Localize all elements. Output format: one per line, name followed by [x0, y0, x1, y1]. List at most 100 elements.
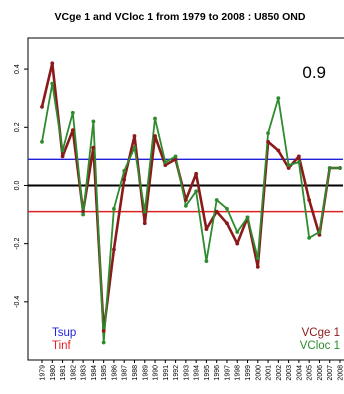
- y-tick-label: 0.0: [14, 180, 21, 190]
- data-point-vcloc-1995: [204, 259, 209, 263]
- data-point-vcloc-1999: [245, 215, 250, 220]
- data-point-vcge-1998: [235, 241, 240, 246]
- data-point-vcge-1996: [214, 209, 219, 214]
- data-point-vcloc-2007: [327, 166, 332, 170]
- x-tick-label-2002: 2002: [276, 365, 283, 381]
- x-tick-label-1988: 1988: [132, 365, 139, 381]
- x-tick-label-1994: 1994: [194, 365, 201, 381]
- data-point-vcloc-1984: [91, 119, 96, 124]
- x-tick-label-1990: 1990: [153, 365, 160, 381]
- x-tick-label-2005: 2005: [307, 365, 314, 381]
- data-point-vcge-1982: [70, 128, 75, 133]
- data-point-vcloc-1982: [70, 110, 75, 115]
- x-tick-label-1985: 1985: [101, 365, 108, 381]
- legend-item-tinf: Tinf: [52, 340, 72, 352]
- legend-item-vcloc-1: VCloc 1: [300, 340, 340, 352]
- data-point-vcge-2000: [255, 265, 260, 269]
- x-tick-label-1981: 1981: [60, 365, 67, 381]
- data-point-vcloc-1990: [153, 116, 157, 121]
- x-tick-label-1991: 1991: [163, 365, 170, 381]
- x-tick-label-2003: 2003: [286, 365, 293, 381]
- data-point-vcloc-1994: [194, 189, 199, 194]
- data-point-vcloc-1979: [40, 139, 44, 144]
- x-tick-label-1982: 1982: [70, 365, 77, 381]
- x-tick-label-1999: 1999: [245, 365, 252, 381]
- data-point-vcloc-1993: [183, 203, 188, 208]
- y-axis: -0.4 -0.2 0.0 0.2 0.4: [14, 64, 28, 308]
- plot-frame: [27, 37, 344, 361]
- x-tick-label-1996: 1996: [214, 365, 221, 381]
- data-point-vcge-1989: [142, 221, 147, 226]
- data-point-vcge-1984: [91, 145, 96, 150]
- data-point-vcge-1994: [194, 171, 199, 176]
- series-line-vcloc: [41, 82, 340, 344]
- x-axis: 1979 1980 1981 1982 1983 1984 1985 1986 1987 1988…: [40, 360, 344, 381]
- data-point-vcge-1979: [40, 105, 44, 109]
- x-tick-label-1998: 1998: [235, 365, 242, 381]
- data-point-vcloc-2006: [317, 230, 322, 234]
- data-point-vcloc-2000: [255, 256, 260, 261]
- data-point-vcloc-1988: [132, 145, 137, 150]
- data-point-vcge-2004: [296, 154, 301, 159]
- data-point-vcloc-1987: [122, 169, 127, 173]
- data-point-vcloc-1980: [50, 81, 55, 86]
- series-line-vcge: [40, 61, 340, 333]
- x-tick-label-1980: 1980: [50, 365, 57, 381]
- data-point-vcge-1980: [50, 61, 55, 66]
- data-point-vcloc-2004: [296, 160, 301, 165]
- data-point-vcloc-2002: [276, 96, 281, 101]
- data-point-vcloc-1986: [112, 206, 116, 211]
- data-point-vcge-1983: [81, 209, 86, 214]
- x-tick-label-2006: 2006: [317, 365, 324, 381]
- data-point-vcge-1990: [153, 134, 157, 138]
- data-point-vcloc-1983: [81, 212, 86, 217]
- data-point-vcloc-1981: [60, 148, 65, 153]
- data-point-vcge-1993: [183, 198, 188, 202]
- data-point-vcloc-1996: [214, 198, 219, 202]
- x-tick-label-1993: 1993: [183, 365, 190, 381]
- chart-title: VCge 1 and VCloc 1 from 1979 to 2008 : U…: [55, 11, 306, 23]
- data-point-vcloc-1998: [235, 230, 240, 234]
- x-tick-label-2004: 2004: [296, 365, 303, 381]
- data-point-vcge-2006: [317, 233, 322, 237]
- data-point-vcge-1995: [204, 227, 209, 231]
- x-tick-label-2000: 2000: [255, 365, 262, 381]
- legend-item-vcge-1: VCge 1: [302, 327, 340, 339]
- x-tick-label-1984: 1984: [91, 365, 98, 381]
- x-tick-label-1992: 1992: [173, 365, 180, 381]
- data-point-vcge-1987: [122, 177, 127, 182]
- data-point-vcloc-2003: [286, 163, 291, 167]
- x-tick-label-1995: 1995: [204, 365, 211, 381]
- data-point-vcge-1991: [163, 163, 168, 167]
- x-tick-label-2007: 2007: [327, 365, 334, 381]
- legend-item-tsup: Tsup: [52, 327, 76, 339]
- x-tick-label-2001: 2001: [266, 365, 273, 381]
- data-point-vcge-1981: [60, 154, 65, 159]
- series-lines: [40, 61, 340, 344]
- data-point-vcloc-2005: [307, 235, 312, 240]
- data-point-vcge-1992: [173, 157, 178, 162]
- data-point-vcloc-1997: [225, 206, 229, 211]
- data-point-vcge-1997: [225, 221, 229, 226]
- x-tick-label-2008: 2008: [338, 365, 344, 381]
- y-tick-label: -0.4: [14, 296, 21, 308]
- y-tick-label: 0.4: [14, 64, 21, 74]
- data-point-vcloc-1985: [101, 340, 106, 345]
- data-point-vcloc-2001: [266, 131, 270, 135]
- x-tick-label-1983: 1983: [81, 365, 88, 381]
- data-point-vcge-1986: [112, 247, 116, 252]
- data-point-vcge-2005: [307, 198, 312, 202]
- data-point-vcge-2002: [276, 148, 281, 153]
- data-point-vcge-2003: [286, 166, 291, 170]
- data-point-vcloc-1989: [142, 209, 147, 214]
- x-tick-label-1989: 1989: [142, 365, 149, 381]
- data-point-vcge-2001: [266, 139, 270, 144]
- data-point-vcloc-1991: [163, 160, 168, 165]
- data-point-vcloc-1992: [173, 154, 178, 159]
- data-point-vcge-1988: [132, 134, 137, 138]
- series-points: [40, 61, 342, 345]
- correlation-label: 0.9: [302, 63, 326, 82]
